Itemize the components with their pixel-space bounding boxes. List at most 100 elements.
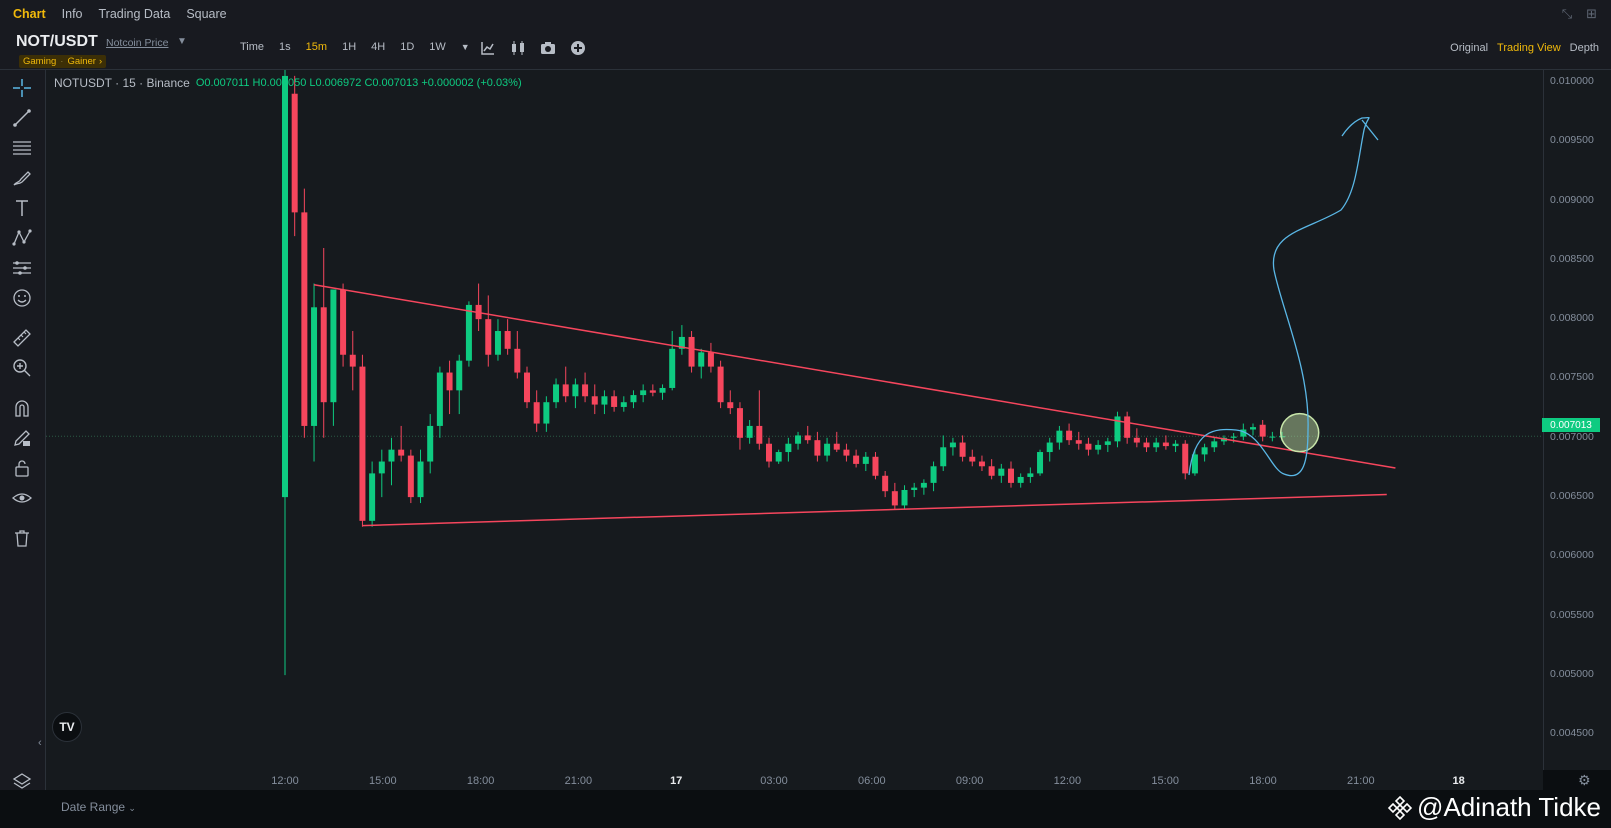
binance-logo-icon [1387, 795, 1413, 820]
candle-up [1104, 441, 1111, 445]
emoji-icon[interactable] [9, 286, 35, 310]
lock-icon[interactable] [9, 456, 35, 480]
indicators-icon[interactable] [478, 38, 498, 58]
candle-up [1037, 452, 1044, 474]
price-axis-label: 0.004500 [1550, 727, 1594, 740]
collapse-sidebar-icon[interactable]: ‹ [38, 737, 42, 749]
candle-up [1172, 443, 1179, 447]
candle-down [301, 212, 308, 426]
price-axis-label: 0.009000 [1550, 193, 1594, 206]
candle-up [456, 360, 463, 391]
candle-up [1201, 447, 1208, 455]
candle-up [640, 390, 647, 396]
chevron-down-icon[interactable]: ▼ [177, 36, 187, 47]
pair-title[interactable]: NOT/USDT [16, 33, 98, 50]
tab-square[interactable]: Square [186, 7, 227, 21]
candle-down [524, 372, 530, 403]
time-axis-label: 03:00 [760, 775, 788, 787]
candle-up [911, 487, 918, 490]
current-price-tag: 0.007013 [1542, 418, 1600, 432]
gear-icon[interactable]: ⚙ [1578, 772, 1591, 788]
candle-down [882, 475, 889, 492]
time-axis[interactable]: 12:00 15:00 18:00 21:00 17 03:00 06:00 09:00 12:… [46, 770, 1543, 788]
candle-down [1008, 468, 1014, 483]
chevron-down-icon: ⌄ [128, 803, 136, 813]
time-axis-label: 18:00 [1249, 775, 1277, 787]
candle-down [1085, 443, 1092, 450]
prediction-icon[interactable] [9, 256, 35, 280]
candle-up [620, 402, 627, 407]
candle-up [1114, 416, 1121, 442]
candle-down [1075, 440, 1082, 444]
eye-icon[interactable] [9, 486, 35, 510]
candle-down [407, 455, 414, 498]
tab-info[interactable]: Info [61, 7, 83, 21]
candle-up [698, 352, 705, 367]
tab-chart[interactable]: Chart [13, 7, 46, 21]
candle-down [649, 390, 656, 393]
horizontal-lines-icon[interactable] [9, 136, 35, 160]
candle-up [930, 466, 937, 483]
tag-gaming[interactable]: Gaming [23, 56, 57, 67]
candle-up [601, 396, 608, 405]
freehand-arrow-tip [1361, 119, 1379, 141]
ruler-icon[interactable] [9, 326, 35, 350]
candle-up [465, 304, 472, 361]
candle-up [659, 387, 666, 393]
trash-icon[interactable] [9, 526, 35, 550]
time-axis-label: 21:00 [564, 775, 593, 787]
candle-up [282, 75, 288, 498]
interval-1d[interactable]: 1D [400, 41, 415, 53]
tag-gainer[interactable]: Gainer [67, 56, 96, 67]
watermark: @Adinath Tidke [1387, 792, 1601, 823]
price-source-link[interactable]: Notcoin Price [106, 37, 169, 49]
view-trading-view[interactable]: Trading View [1497, 42, 1561, 54]
interval-1w[interactable]: 1W [429, 41, 446, 53]
candle-down [707, 352, 714, 367]
brush-icon[interactable] [9, 166, 35, 190]
price-axis-label: 0.008500 [1550, 252, 1594, 265]
lock-drawing-pencil-icon[interactable] [9, 426, 35, 450]
grid-layout-icon[interactable]: ⊞ [1586, 6, 1597, 21]
layers-icon[interactable] [12, 772, 32, 797]
interval-time[interactable]: Time [240, 41, 265, 53]
candle-up [1279, 436, 1286, 438]
tradingview-logo[interactable]: TV [52, 712, 82, 742]
candlestick-chart[interactable] [46, 70, 1543, 770]
date-range-button[interactable]: Date Range ⌄ [61, 800, 136, 814]
camera-icon[interactable] [538, 38, 558, 58]
candle-down [969, 456, 976, 462]
chart-canvas[interactable]: NOTUSDT · 15 · Binance O0.007011 H0.0070… [46, 70, 1543, 810]
price-axis-label: 0.007000 [1550, 430, 1594, 443]
add-icon[interactable] [568, 38, 588, 58]
magnet-icon[interactable] [9, 396, 35, 420]
zoom-in-icon[interactable] [9, 356, 35, 380]
candle-up [630, 395, 637, 403]
lower-trendline [362, 493, 1387, 527]
candle-up [678, 336, 685, 349]
interval-more-icon[interactable]: ▼ [460, 42, 470, 52]
interval-15m[interactable]: 15m [305, 41, 328, 53]
interval-1h[interactable]: 1H [342, 41, 357, 53]
candle-up [427, 425, 434, 462]
candle-down [833, 443, 840, 450]
candle-type-icon[interactable] [508, 38, 528, 58]
crosshair-icon[interactable] [9, 76, 35, 100]
view-selector: Original Trading View Depth [1441, 42, 1599, 54]
candle-down [291, 93, 298, 213]
trend-line-icon[interactable] [9, 106, 35, 130]
pattern-icon[interactable] [9, 226, 35, 250]
candle-up [1046, 442, 1053, 453]
interval-4h[interactable]: 4H [371, 41, 386, 53]
candle-down [504, 331, 511, 349]
time-axis-label: 06:00 [858, 775, 886, 787]
view-depth[interactable]: Depth [1569, 42, 1599, 54]
price-axis-label: 0.007500 [1550, 371, 1594, 384]
collapse-icon[interactable]: ⤡ [1561, 6, 1573, 21]
tab-trading-data[interactable]: Trading Data [98, 7, 171, 21]
time-axis-label: 18:00 [466, 775, 495, 787]
candle-down [736, 408, 743, 438]
view-original[interactable]: Original [1450, 42, 1489, 54]
interval-1s[interactable]: 1s [279, 41, 291, 53]
text-tool-icon[interactable] [9, 196, 35, 220]
